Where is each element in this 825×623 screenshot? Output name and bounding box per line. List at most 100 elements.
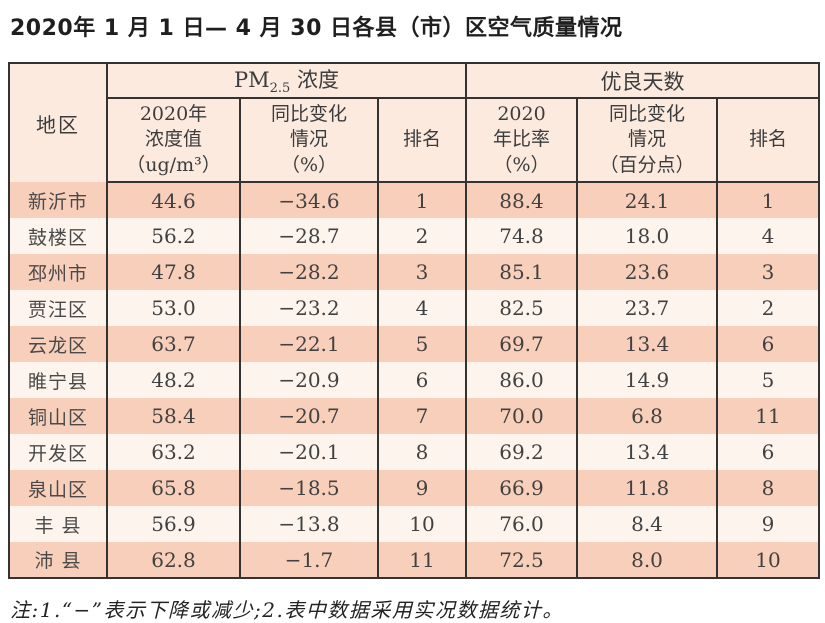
region-cell: 开发区 bbox=[8, 434, 107, 470]
pm-value-cell: 56.2 bbox=[106, 218, 240, 254]
pm-change-cell: −28.2 bbox=[239, 254, 378, 290]
pm-rank-cell: 9 bbox=[377, 470, 466, 506]
good-rank-header: 排名 bbox=[715, 98, 820, 183]
pm-rank-cell: 1 bbox=[377, 182, 466, 218]
region-cell: 邳州市 bbox=[8, 254, 107, 290]
pm-value-cell: 62.8 bbox=[106, 542, 240, 578]
pm25-label-prefix: PM bbox=[233, 68, 270, 93]
pm-value-cell: 65.8 bbox=[106, 470, 240, 506]
good-rate-cell: 66.9 bbox=[465, 470, 577, 506]
page-title: 2020年 1 月 1 日— 4 月 30 日各县（市）区空气质量情况 bbox=[10, 16, 623, 41]
good-change-cell: 13.4 bbox=[576, 326, 717, 362]
pm-change-cell: −20.9 bbox=[239, 362, 378, 398]
good-change-cell: 23.7 bbox=[576, 290, 717, 326]
table-row: 邳州市 47.8 −28.2 3 85.1 23.6 3 bbox=[8, 254, 820, 290]
pm-rank-cell: 8 bbox=[377, 434, 466, 470]
good-change-cell: 8.4 bbox=[576, 506, 717, 542]
good-rate-cell: 70.0 bbox=[465, 398, 577, 434]
good-change-cell: 24.1 bbox=[576, 182, 717, 218]
good-days-group-header: 优良天数 bbox=[464, 63, 820, 99]
pm-value-cell: 63.7 bbox=[106, 326, 240, 362]
pm-rank-cell: 11 bbox=[377, 542, 466, 578]
pm-change-cell: −18.5 bbox=[239, 470, 378, 506]
good-rank-cell: 6 bbox=[715, 326, 820, 362]
table-row: 新沂市 44.6 −34.6 1 88.4 24.1 1 bbox=[8, 182, 820, 218]
table-row: 铜山区 58.4 −20.7 7 70.0 6.8 11 bbox=[8, 398, 820, 434]
air-quality-table: 地区 PM2.5 浓度 优良天数 2020年 浓度值 （ug/m³） 同比变化 … bbox=[8, 62, 821, 579]
table-row: 沛 县 62.8 −1.7 11 72.5 8.0 10 bbox=[8, 542, 820, 578]
table-row: 睢宁县 48.2 −20.9 6 86.0 14.9 5 bbox=[8, 362, 820, 398]
table-row: 丰 县 56.9 −13.8 10 76.0 8.4 9 bbox=[8, 506, 820, 542]
good-change-cell: 14.9 bbox=[576, 362, 717, 398]
region-cell: 泉山区 bbox=[8, 470, 107, 506]
region-cell: 鼓楼区 bbox=[8, 218, 107, 254]
good-rate-cell: 69.7 bbox=[465, 326, 577, 362]
table-body: 新沂市 44.6 −34.6 1 88.4 24.1 1 鼓楼区 56.2 −28.7 2 74.8 1… bbox=[8, 182, 820, 578]
pm-value-cell: 47.8 bbox=[106, 254, 240, 290]
pm-change-cell: −13.8 bbox=[239, 506, 378, 542]
good-rank-cell: 4 bbox=[715, 218, 820, 254]
region-cell: 新沂市 bbox=[8, 182, 107, 218]
pm-rank-header: 排名 bbox=[377, 98, 466, 183]
good-change-cell: 8.0 bbox=[576, 542, 717, 578]
pm-change-cell: −28.7 bbox=[239, 218, 378, 254]
pm-value-cell: 44.6 bbox=[106, 182, 240, 218]
good-rank-cell: 9 bbox=[715, 506, 820, 542]
good-rank-cell: 11 bbox=[715, 398, 820, 434]
pm-change-header: 同比变化 情况 （%） bbox=[239, 98, 378, 183]
good-rank-cell: 2 bbox=[715, 290, 820, 326]
pm-change-cell: −20.1 bbox=[239, 434, 378, 470]
pm-rank-cell: 5 bbox=[377, 326, 466, 362]
pm-value-cell: 48.2 bbox=[106, 362, 240, 398]
table-sub-header-row: 2020年 浓度值 （ug/m³） 同比变化 情况 （%） 排名 2020 年比… bbox=[9, 98, 820, 183]
good-rate-cell: 69.2 bbox=[465, 434, 577, 470]
table-header: 地区 PM2.5 浓度 优良天数 2020年 浓度值 （ug/m³） 同比变化 … bbox=[8, 63, 820, 183]
pm-rank-cell: 10 bbox=[377, 506, 466, 542]
region-cell: 铜山区 bbox=[8, 398, 107, 434]
pm25-label-suffix: 浓度 bbox=[290, 68, 339, 93]
good-rate-cell: 88.4 bbox=[465, 182, 577, 218]
table-row: 泉山区 65.8 −18.5 9 66.9 11.8 8 bbox=[8, 470, 820, 506]
good-change-cell: 6.8 bbox=[576, 398, 717, 434]
region-cell: 丰 县 bbox=[8, 506, 107, 542]
pm-value-cell: 53.0 bbox=[106, 290, 240, 326]
good-rate-cell: 85.1 bbox=[465, 254, 577, 290]
pm-value-header: 2020年 浓度值 （ug/m³） bbox=[106, 98, 240, 183]
good-rate-header: 2020 年比率 （%） bbox=[465, 98, 577, 183]
pm-value-cell: 63.2 bbox=[106, 434, 240, 470]
good-rate-cell: 82.5 bbox=[465, 290, 577, 326]
region-cell: 云龙区 bbox=[8, 326, 107, 362]
good-rate-cell: 72.5 bbox=[465, 542, 577, 578]
table-row: 贾汪区 53.0 −23.2 4 82.5 23.7 2 bbox=[8, 290, 820, 326]
good-rate-cell: 76.0 bbox=[465, 506, 577, 542]
pm-change-cell: −34.6 bbox=[239, 182, 378, 218]
table-row: 云龙区 63.7 −22.1 5 69.7 13.4 6 bbox=[8, 326, 820, 362]
good-rank-cell: 10 bbox=[715, 542, 820, 578]
pm-change-cell: −1.7 bbox=[239, 542, 378, 578]
pm-rank-cell: 3 bbox=[377, 254, 466, 290]
region-cell: 沛 县 bbox=[8, 542, 107, 578]
region-cell: 贾汪区 bbox=[8, 290, 107, 326]
pm-rank-cell: 6 bbox=[377, 362, 466, 398]
pm25-label-subscript: 2.5 bbox=[269, 81, 291, 97]
table-group-header-row: 地区 PM2.5 浓度 优良天数 bbox=[8, 63, 820, 182]
table-row: 开发区 63.2 −20.1 8 69.2 13.4 6 bbox=[8, 434, 820, 470]
good-rate-cell: 74.8 bbox=[465, 218, 577, 254]
good-rate-cell: 86.0 bbox=[465, 362, 577, 398]
footnote: 注:1.“−”表示下降或减少;2.表中数据采用实况数据统计。 bbox=[10, 598, 564, 622]
region-column-header: 地区 bbox=[8, 63, 107, 182]
pm-rank-cell: 2 bbox=[377, 218, 466, 254]
pm-value-cell: 58.4 bbox=[106, 398, 240, 434]
pm-change-cell: −23.2 bbox=[239, 290, 378, 326]
pm-rank-cell: 7 bbox=[377, 398, 466, 434]
good-change-cell: 13.4 bbox=[576, 434, 717, 470]
good-change-cell: 11.8 bbox=[576, 470, 717, 506]
good-rank-cell: 8 bbox=[715, 470, 820, 506]
table-row: 鼓楼区 56.2 −28.7 2 74.8 18.0 4 bbox=[8, 218, 820, 254]
pm25-group-header: PM2.5 浓度 bbox=[106, 63, 466, 99]
good-change-cell: 18.0 bbox=[576, 218, 717, 254]
pm-value-cell: 56.9 bbox=[106, 506, 240, 542]
pm-change-cell: −22.1 bbox=[239, 326, 378, 362]
pm-rank-cell: 4 bbox=[377, 290, 466, 326]
region-cell: 睢宁县 bbox=[8, 362, 107, 398]
